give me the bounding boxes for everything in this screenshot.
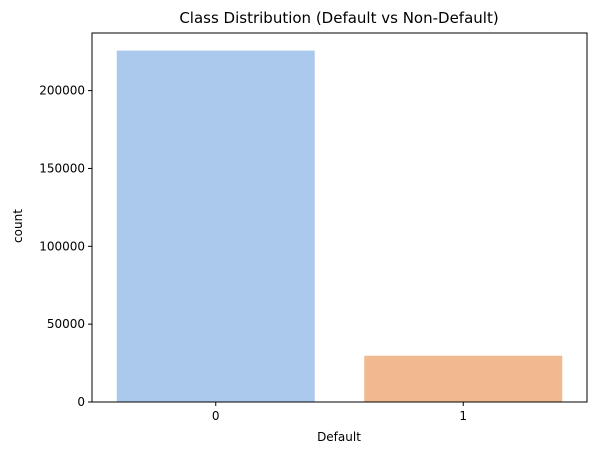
chart-title: Class Distribution (Default vs Non-Defau… [179,9,498,27]
y-tick-label: 150000 [39,161,85,175]
bar-1 [364,355,563,402]
x-tick-label: 1 [459,409,467,423]
y-tick-label: 100000 [39,239,85,253]
y-tick-label: 200000 [39,84,85,98]
bar-0 [116,50,315,403]
y-tick-label: 50000 [47,317,85,331]
y-axis-label: count [11,209,25,243]
plot-area [91,32,588,403]
x-tick-label: 0 [212,409,220,423]
y-axis: 0 50000 100000 150000 200000 [39,84,92,409]
x-axis-label: Default [317,430,361,444]
y-tick-label: 0 [77,395,85,409]
plot-frame [91,32,588,403]
